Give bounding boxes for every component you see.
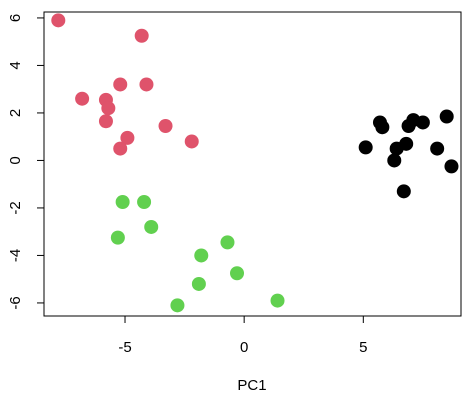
data-point xyxy=(144,219,159,234)
data-point xyxy=(110,230,125,245)
data-point xyxy=(134,28,149,43)
x-tick-label: -5 xyxy=(118,339,131,356)
data-point xyxy=(170,298,185,313)
data-point xyxy=(194,248,209,263)
data-point xyxy=(101,101,116,116)
x-tick-label: 0 xyxy=(240,339,248,356)
data-point xyxy=(51,13,66,28)
data-point xyxy=(139,77,154,92)
y-tick-label: 2 xyxy=(7,109,24,117)
data-point xyxy=(115,195,130,209)
y-tick-label: -2 xyxy=(7,201,24,214)
y-axis: -6 -4 -2 0 2 4 6 xyxy=(7,14,44,310)
data-point xyxy=(387,153,402,168)
data-point xyxy=(184,134,199,149)
plot-frame xyxy=(43,11,462,317)
data-point xyxy=(98,114,113,129)
data-point xyxy=(399,136,414,151)
data-point xyxy=(358,140,373,155)
data-point xyxy=(191,276,206,291)
x-axis: -5 0 5 xyxy=(118,316,367,356)
x-tick-label: 5 xyxy=(359,339,367,356)
y-tick-label: -6 xyxy=(7,296,24,309)
data-points xyxy=(51,13,459,313)
data-point xyxy=(375,120,390,135)
x-axis-title: PC1 xyxy=(237,377,266,394)
data-point xyxy=(230,266,245,281)
y-tick-label: -4 xyxy=(7,249,24,262)
data-point xyxy=(120,130,135,145)
data-point xyxy=(396,184,411,199)
data-point xyxy=(113,77,128,92)
data-point xyxy=(113,141,128,156)
y-tick-label: 0 xyxy=(7,156,24,164)
y-tick-label: 4 xyxy=(7,61,24,69)
data-point xyxy=(415,115,430,130)
y-tick-label: 6 xyxy=(7,14,24,22)
data-point xyxy=(220,235,235,250)
data-point xyxy=(137,195,152,209)
data-point xyxy=(158,119,173,133)
data-point xyxy=(430,141,445,156)
data-point xyxy=(270,293,285,308)
data-point xyxy=(444,159,459,174)
data-point xyxy=(439,109,454,124)
data-point xyxy=(75,91,90,106)
